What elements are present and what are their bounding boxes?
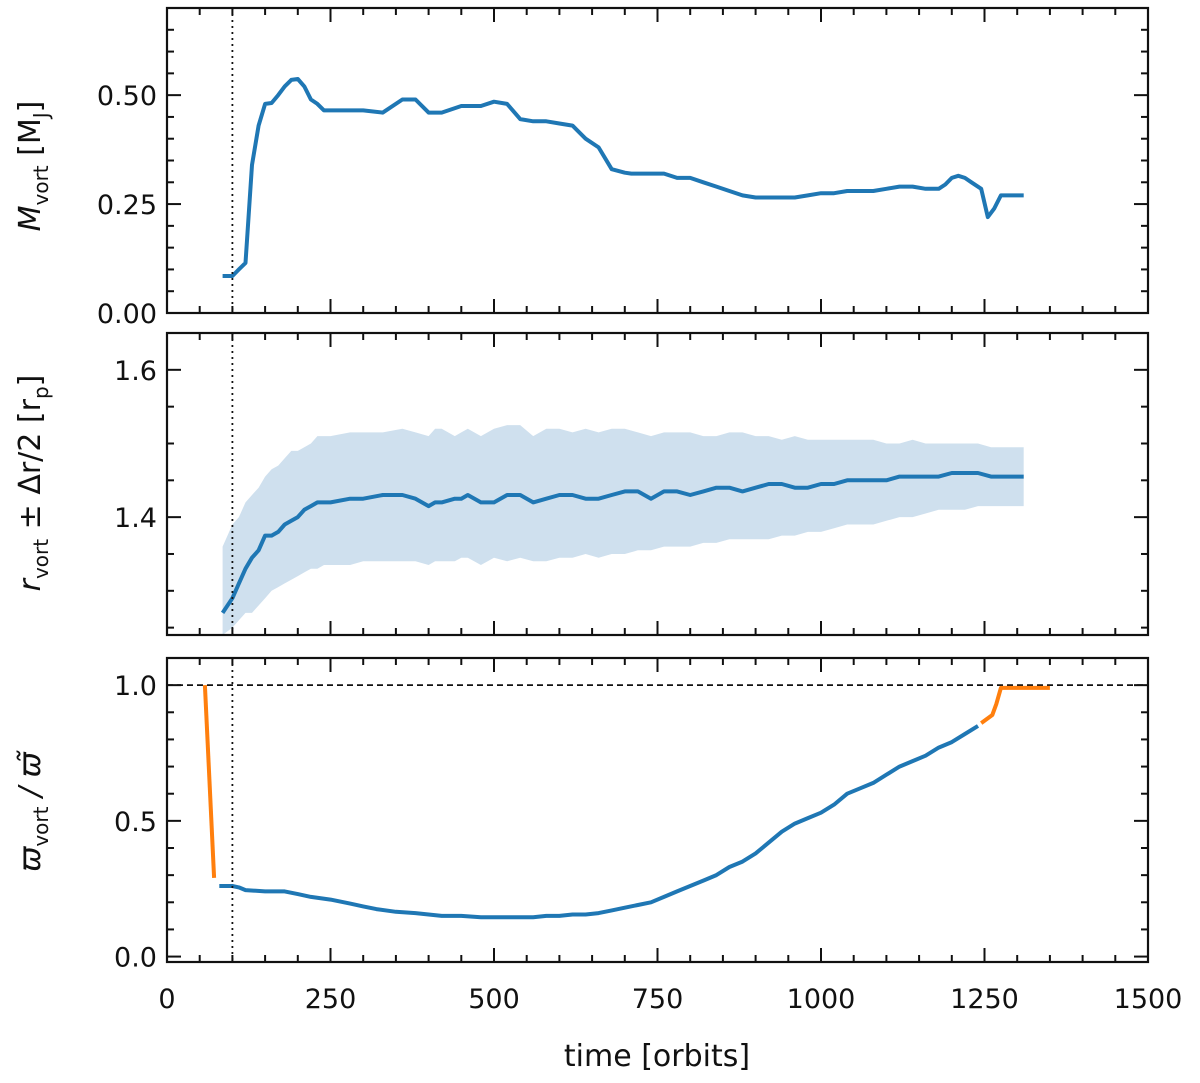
bottom-ylabel-rest: / ϖ̃ — [13, 750, 48, 806]
bottom-ylabel: ϖvort / ϖ̃ — [13, 750, 53, 872]
middle-band — [222, 425, 1024, 635]
panel-bottom: 0.0 0.5 1.0 0 250 500 750 1000 1250 1500 ϖvort / … — [13, 656, 1183, 1074]
x-tick-label: 1500 — [1114, 984, 1183, 1015]
bottom-frame — [165, 656, 1150, 964]
x-tick-label: 1000 — [787, 984, 856, 1015]
x-tick-label: 500 — [468, 984, 520, 1015]
y-tick-label: 0.00 — [97, 299, 157, 330]
x-axis-label: time [orbits] — [564, 1039, 750, 1074]
middle-series-line — [220, 471, 1024, 615]
top-frame — [165, 6, 1150, 315]
middle-ylabel-unit-sub: p — [29, 386, 53, 399]
panel-middle: 1.4 1.6 rvort ± Δr/2 [rp] — [13, 331, 1150, 637]
x-tick-label: 250 — [305, 984, 357, 1015]
top-ylabel-sub: vort — [29, 165, 53, 205]
bottom-ylabel-sub: vort — [29, 806, 53, 846]
bottom-ticks: 0.0 0.5 1.0 0 250 500 750 1000 1250 1500 — [114, 657, 1183, 1015]
x-tick-label: 750 — [632, 984, 684, 1015]
y-tick-label: 0.0 — [114, 943, 157, 974]
top-series-line — [222, 77, 1024, 278]
x-tick-label: 0 — [158, 984, 175, 1015]
middle-ylabel-rest: ± Δr/2 [r — [13, 398, 48, 539]
middle-ylabel-sub: vort — [29, 539, 53, 579]
top-ylabel-main: M — [13, 205, 48, 231]
top-ylabel-unit: [M — [13, 118, 48, 156]
middle-ylabel: rvort ± Δr/2 [rp] — [13, 375, 53, 592]
middle-ylabel-close: ] — [13, 375, 48, 387]
y-tick-label: 1.0 — [114, 671, 157, 702]
bottom-series-line — [219, 724, 980, 920]
y-tick-label: 0.5 — [114, 807, 157, 838]
y-tick-label: 1.4 — [114, 503, 157, 534]
top-ticks: 0.00 0.25 0.50 — [97, 7, 1149, 330]
y-tick-label: 1.6 — [114, 356, 157, 387]
bottom-series-orange-2 — [980, 685, 1050, 725]
y-tick-label: 0.25 — [97, 190, 157, 221]
top-ylabel-unit-sub: J — [29, 112, 53, 120]
top-ylabel-close: ] — [13, 101, 48, 113]
bottom-ylabel-main: ϖ — [13, 846, 48, 872]
panel-top: 0.00 0.25 0.50 Mvort [MJ] — [13, 6, 1150, 330]
middle-ticks: 1.4 1.6 — [114, 332, 1149, 635]
middle-ylabel-main: r — [13, 577, 48, 591]
y-tick-label: 0.50 — [97, 81, 157, 112]
middle-frame — [165, 331, 1150, 637]
x-tick-label: 1250 — [950, 984, 1019, 1015]
top-ylabel: Mvort [MJ] — [13, 101, 53, 232]
bottom-series-orange-1 — [202, 685, 217, 878]
